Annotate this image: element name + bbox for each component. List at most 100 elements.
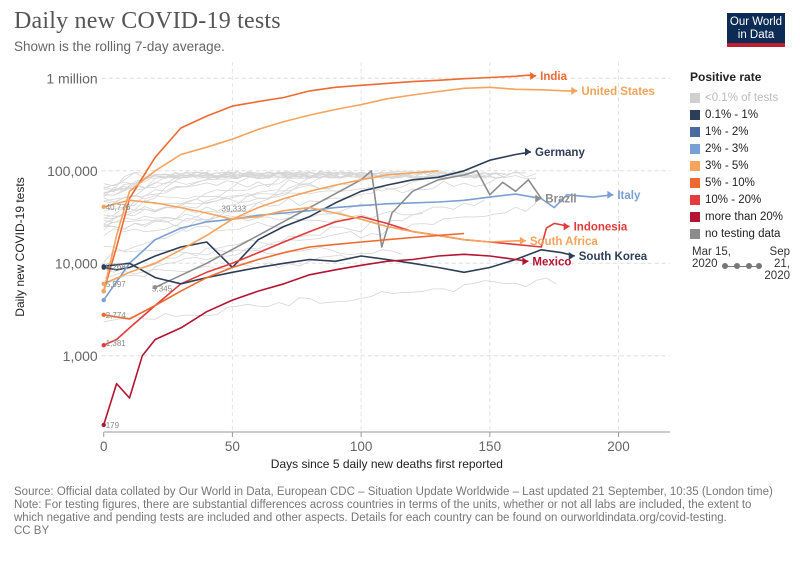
footer: Source: Official data collated by Our Wo…: [14, 486, 784, 538]
y-tick-label: 1 million: [46, 70, 97, 86]
timeline-start-label: Mar 15, 2020: [692, 246, 731, 270]
series-line: [102, 74, 537, 292]
legend-item[interactable]: <0.1% of tests: [690, 89, 798, 106]
background-country-line: [103, 218, 351, 236]
series-start-point: [101, 297, 106, 303]
series-line: [103, 151, 532, 271]
legend-item[interactable]: 5% - 10%: [690, 174, 798, 191]
y-axis-label: Daily new COVID-19 tests: [13, 177, 27, 316]
legend-label: 0.1% - 1%: [705, 108, 759, 121]
legend-item[interactable]: no testing data: [690, 225, 798, 242]
legend-item[interactable]: 2% - 3%: [690, 140, 798, 157]
start-value-label: 39,333: [222, 204, 247, 213]
series-start-point: [101, 312, 106, 318]
background-country-line: [103, 245, 403, 256]
background-country-line: [103, 210, 423, 224]
series-label: India: [540, 71, 567, 83]
series-end-arrow: [568, 251, 575, 260]
series-end-arrow: [519, 236, 526, 245]
timeline[interactable]: Mar 15, 2020 Sep 21, 2020: [692, 246, 792, 290]
background-country-line: [103, 277, 557, 323]
series-label: Indonesia: [574, 221, 628, 233]
series-end-arrow: [571, 86, 578, 95]
y-tick-label: 100,000: [47, 163, 98, 179]
grid: [101, 62, 670, 432]
source-text: Source: Official data collated by Our Wo…: [14, 486, 773, 498]
series-end-arrow: [522, 257, 529, 266]
series-line: [103, 170, 439, 285]
start-value-label: 179: [106, 421, 120, 430]
start-value-label: 5,997: [106, 280, 127, 289]
legend-swatch: [690, 160, 700, 171]
series-start-point: [101, 288, 106, 294]
start-value-label: 5,345: [152, 284, 173, 293]
series-lines: India United States Germany Italy Brazil Indo…: [101, 71, 655, 428]
legend-item[interactable]: 10% - 20%: [690, 191, 798, 208]
series-end-arrow: [535, 194, 542, 203]
legend-swatch: [690, 126, 700, 137]
series-label: South Korea: [579, 251, 648, 263]
legend-label: 10% - 20%: [705, 193, 762, 206]
start-value-label: 40,776: [106, 203, 131, 212]
start-value-label: 1,381: [106, 339, 127, 348]
series-start-point: [101, 204, 106, 210]
background-country-line: [103, 171, 506, 212]
x-tick-label: 200: [607, 439, 630, 454]
series-end-arrow: [563, 222, 570, 231]
series-end-arrow: [607, 190, 614, 199]
background-country-line: [103, 177, 321, 263]
timeline-marker: [746, 263, 752, 269]
legend-item[interactable]: more than 20%: [690, 208, 798, 225]
series-start-point: [101, 422, 106, 428]
line-chart: India United States Germany Italy Brazil Indo…: [13, 62, 670, 471]
series-line: [103, 249, 575, 285]
legend-swatch: [690, 177, 700, 188]
series-label: Brazil: [545, 194, 576, 206]
legend-label: no testing data: [705, 227, 781, 240]
series-line: [154, 170, 542, 289]
background-country-line: [103, 179, 496, 203]
start-value-label: 9,268: [106, 262, 127, 271]
series-label: Italy: [617, 190, 641, 202]
series-label: South Africa: [530, 236, 599, 248]
legend-title: Positive rate: [690, 70, 762, 84]
legend-item[interactable]: 0.1% - 1%: [690, 106, 798, 123]
series-line: [103, 193, 614, 301]
legend-swatch: [690, 92, 700, 103]
x-axis-label: Days since 5 daily new deaths first repo…: [271, 457, 503, 471]
legend-swatch: [690, 228, 700, 239]
background-country-line: [103, 202, 537, 273]
timeline-marker: [734, 263, 740, 269]
timeline-start-handle[interactable]: [722, 263, 728, 269]
y-tick-label: 10,000: [55, 255, 98, 271]
series-line: [102, 253, 529, 426]
series-end-arrow: [525, 147, 532, 156]
legend-item[interactable]: 3% - 5%: [690, 157, 798, 174]
background-country-line: [103, 178, 280, 219]
x-tick-label: 150: [479, 439, 502, 454]
x-tick-label: 100: [350, 439, 373, 454]
legend: Positive rate <0.1% of tests 0.1% - 1% 1% …: [690, 70, 798, 242]
series-start-point: [101, 281, 106, 287]
timeline-track[interactable]: [724, 266, 758, 267]
legend-items: <0.1% of tests 0.1% - 1% 1% - 2% 2% - 3% 3% …: [690, 89, 798, 242]
series-label: United States: [581, 86, 655, 98]
series-line: [103, 199, 526, 243]
legend-item[interactable]: 1% - 2%: [690, 123, 798, 140]
legend-label: more than 20%: [705, 210, 783, 223]
license-text: CC BY: [14, 525, 50, 537]
start-value-label: 2,774: [106, 311, 127, 320]
chart-title: Daily new COVID-19 tests: [14, 8, 281, 34]
series-label: Germany: [535, 147, 585, 159]
timeline-end-handle[interactable]: [756, 263, 762, 269]
timeline-end-label: Sep 21, 2020: [764, 246, 790, 282]
legend-label: <0.1% of tests: [705, 91, 779, 104]
series-label: Mexico: [532, 256, 571, 268]
legend-label: 5% - 10%: [705, 176, 755, 189]
legend-label: 2% - 3%: [705, 142, 749, 155]
owid-logo[interactable]: Our World in Data: [727, 13, 785, 47]
y-tick-label: 1,000: [63, 348, 98, 364]
series-start-point: [153, 285, 158, 290]
legend-swatch: [690, 211, 700, 222]
legend-label: 1% - 2%: [705, 125, 749, 138]
